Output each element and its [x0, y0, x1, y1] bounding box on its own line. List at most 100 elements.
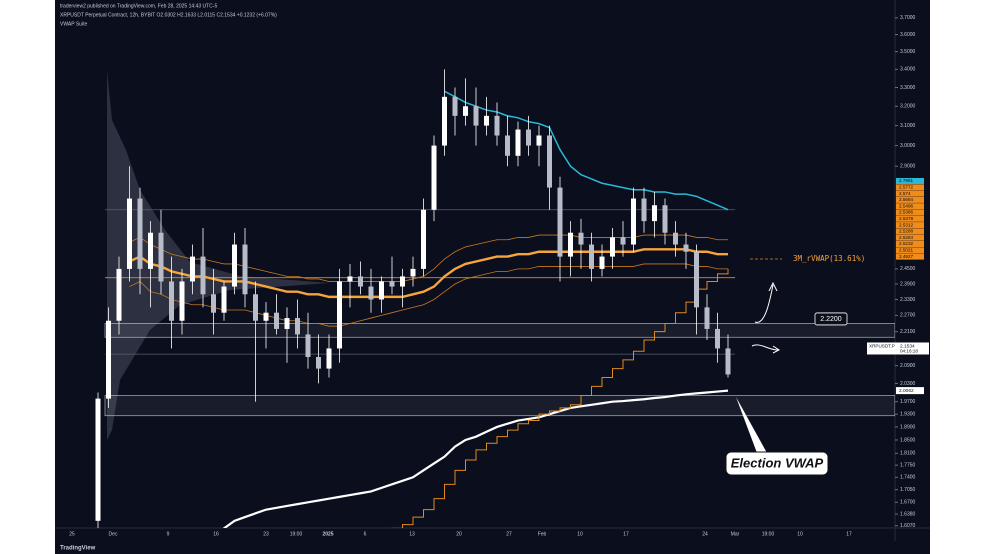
candle-body [95, 398, 101, 521]
y-tick-label: 2.0900 [900, 363, 916, 369]
vwap-line [444, 90, 729, 211]
candle-body [284, 318, 290, 329]
candle-body [127, 198, 132, 269]
level-tag-box [814, 312, 848, 326]
zone [104, 395, 895, 417]
candle-body [106, 320, 111, 399]
y-tick-label: 3.1000 [900, 123, 916, 129]
y-tick-label: 1.8500 [900, 437, 916, 443]
y-tick-label: 1.9700 [900, 399, 916, 405]
axis-tag-label: 2.574 [899, 191, 911, 196]
y-tick-label: 2.4500 [900, 266, 916, 272]
y-tick-label: 1.8900 [900, 424, 916, 430]
candle-body [274, 312, 279, 329]
x-tick-label: Feb [538, 531, 547, 537]
y-tick-label: 1.8100 [900, 451, 916, 457]
y-tick-label: 2.3900 [900, 281, 916, 287]
candle-body [368, 286, 374, 300]
x-tick-label: 10 [797, 531, 803, 537]
x-tick-label: 24 [702, 531, 708, 537]
axis-tag [896, 241, 924, 247]
candle-body [242, 244, 248, 295]
plot-area [95, 69, 895, 528]
candle-body [725, 348, 731, 375]
price-tag-price: 2.1534 [900, 343, 915, 349]
vwap-annotation: 3M_rVWAP(13.61%) [793, 254, 865, 263]
vwap-line [129, 263, 728, 327]
candle-body [505, 135, 510, 156]
candle-body [515, 129, 521, 156]
candle-body [337, 281, 342, 349]
x-tick-label: 23 [263, 531, 269, 537]
level-tag-label: 2.2200 [820, 316, 842, 323]
axis-tag [896, 184, 924, 191]
bounce-arrow [754, 281, 778, 323]
x-tick-label: 13 [409, 531, 415, 537]
axis-tag-label: 2.5288 [899, 229, 913, 234]
candle-body [589, 244, 594, 269]
price-tag-box [867, 342, 929, 355]
candle-body [200, 256, 206, 295]
candle-body [442, 96, 447, 146]
candle-body [190, 256, 195, 282]
x-tick-label: 19:00 [762, 531, 775, 537]
chart-subtitle: VWAP Suite [60, 21, 87, 27]
vwap-line [128, 248, 728, 299]
candle-body [715, 328, 720, 349]
y-tick-label: 3.0000 [900, 143, 916, 149]
candle-body [389, 281, 395, 287]
candle-body [599, 256, 605, 269]
watermark: TradingView [60, 546, 96, 552]
candle-body [221, 286, 227, 313]
candle-body [400, 276, 405, 287]
x-tick-label: 27 [506, 531, 512, 537]
y-tick-label: 1.6380 [900, 511, 916, 517]
candle-body [694, 251, 699, 308]
candle-body [431, 145, 437, 210]
axis-tag [896, 196, 924, 203]
x-tick-label: 20 [456, 531, 462, 537]
candle-body [673, 232, 678, 245]
candle-body [484, 115, 489, 126]
vwap-tag-label: 2.0062 [899, 388, 914, 394]
candle-body [263, 312, 269, 321]
price-tag-countdown: 04:16:18 [900, 349, 918, 354]
candle-body [526, 129, 531, 146]
y-tick-label: 1.9300 [900, 412, 916, 418]
y-tick-label: 3.4000 [900, 67, 916, 73]
axis-tag [896, 203, 924, 210]
y-tick-label: 2.2700 [900, 313, 916, 319]
candle-body [295, 318, 300, 335]
candle-body [232, 244, 237, 287]
x-tick-label: 17 [846, 531, 852, 537]
axis-tag-label: 2.5496 [899, 203, 913, 208]
axis-tag [896, 178, 924, 184]
axis-tag-label: 2.4927 [899, 254, 913, 259]
candle-body [253, 294, 258, 321]
y-tick-label: 2.3300 [900, 297, 916, 303]
y-tick-label: 2.2100 [900, 329, 916, 335]
y-tick-label: 1.6070 [900, 523, 916, 529]
callout-box [725, 451, 829, 476]
axis-tag [896, 228, 924, 235]
y-tick-label: 1.7750 [900, 462, 916, 468]
candle-body [536, 135, 542, 146]
chart-title: XRPUSDT Perpetual Contract, 12h, BYBIT O… [60, 12, 277, 18]
axis-tag [896, 190, 924, 197]
price-tag-symbol: XRPUSDT.P [869, 344, 895, 349]
axis-tag [896, 234, 924, 241]
y-tick-label: 2.0300 [900, 381, 916, 387]
axis-tag-label: 2.5232 [899, 241, 913, 246]
x-tick-label: 16 [213, 531, 219, 537]
axis-tag [896, 215, 924, 222]
candle-body [379, 281, 384, 300]
candle-body [410, 268, 416, 277]
candle-body [578, 232, 584, 245]
x-tick-label: Dec [109, 531, 118, 537]
candle-body [662, 205, 668, 233]
candle-body [494, 115, 500, 136]
candle-body [652, 205, 657, 222]
axis-tag-label: 2.5684 [899, 197, 913, 202]
candle-body [557, 187, 563, 257]
